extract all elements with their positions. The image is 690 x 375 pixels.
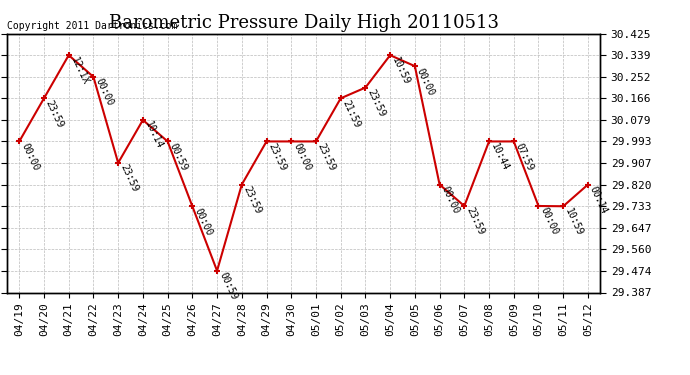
Text: 00:00: 00:00	[291, 141, 313, 172]
Text: 00:00: 00:00	[415, 66, 436, 97]
Text: 00:14: 00:14	[588, 184, 609, 215]
Text: 23:59: 23:59	[366, 88, 387, 118]
Text: 23:59: 23:59	[464, 206, 486, 237]
Text: 00:00: 00:00	[193, 206, 214, 237]
Text: 23:59: 23:59	[44, 98, 66, 129]
Text: 23:59: 23:59	[266, 141, 288, 172]
Text: 00:59: 00:59	[217, 271, 239, 302]
Text: 21:59: 21:59	[341, 98, 362, 129]
Text: 00:00: 00:00	[440, 184, 461, 215]
Text: 00:59: 00:59	[168, 141, 189, 172]
Title: Barometric Pressure Daily High 20110513: Barometric Pressure Daily High 20110513	[108, 14, 499, 32]
Text: 12:1X: 12:1X	[69, 55, 90, 86]
Text: 00:00: 00:00	[19, 141, 41, 172]
Text: 23:59: 23:59	[118, 163, 139, 194]
Text: 10:59: 10:59	[563, 206, 584, 237]
Text: 23:59: 23:59	[316, 141, 337, 172]
Text: 00:00: 00:00	[538, 206, 560, 237]
Text: Copyright 2011 Dartronics.com: Copyright 2011 Dartronics.com	[7, 21, 177, 31]
Text: 10:44: 10:44	[489, 141, 511, 172]
Text: 00:00: 00:00	[93, 77, 115, 108]
Text: 10:59: 10:59	[390, 55, 412, 86]
Text: 07:59: 07:59	[514, 141, 535, 172]
Text: 23:59: 23:59	[241, 184, 264, 215]
Text: 10:14: 10:14	[143, 120, 164, 151]
